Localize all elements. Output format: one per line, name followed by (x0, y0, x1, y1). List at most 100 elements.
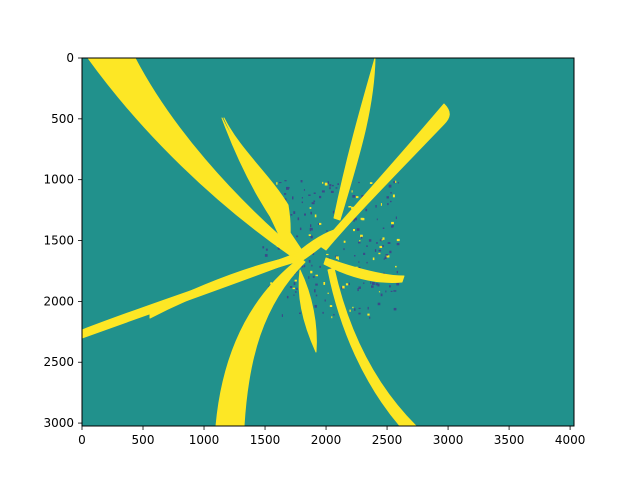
noise-speck (363, 252, 366, 255)
noise-speck (372, 282, 375, 285)
noise-speck (295, 291, 297, 293)
x-tick-label: 2500 (372, 433, 403, 447)
noise-speck (351, 206, 354, 210)
noise-speck (378, 291, 381, 293)
noise-speck (321, 190, 325, 193)
noise-speck (377, 302, 381, 306)
noise-speck (358, 286, 361, 289)
noise-speck (315, 283, 318, 286)
noise-speck (358, 312, 361, 315)
noise-speck (292, 196, 294, 200)
noise-speck (296, 235, 299, 238)
noise-speck (372, 257, 375, 261)
x-tick-label: 3000 (433, 433, 464, 447)
noise-speck (296, 287, 298, 290)
noise-speck (343, 248, 345, 251)
noise-speck (337, 258, 339, 261)
noise-speck (322, 181, 324, 184)
noise-speck (300, 180, 303, 183)
noise-speck (331, 316, 333, 319)
noise-speck (376, 242, 378, 244)
noise-speck (395, 265, 397, 268)
y-tick-label: 1000 (43, 173, 74, 187)
noise-speck (342, 285, 345, 289)
x-tick-label: 2000 (311, 433, 342, 447)
noise-speck (378, 249, 382, 252)
noise-speck (322, 311, 324, 314)
noise-speck (301, 197, 303, 199)
noise-speck (343, 240, 346, 243)
noise-speck (360, 236, 363, 239)
noise-speck (348, 282, 350, 286)
noise-speck (304, 213, 306, 216)
noise-speck (380, 293, 383, 297)
noise-speck (310, 235, 313, 239)
y-tick-label: 0 (66, 51, 74, 65)
noise-speck (335, 187, 338, 189)
leaf-bottom-mid (298, 269, 317, 353)
noise-speck (389, 250, 392, 254)
noise-speck (357, 288, 359, 292)
y-tick-label: 2500 (43, 355, 74, 369)
leaf-upper-mid-left (223, 117, 291, 251)
noise-speck (358, 181, 360, 184)
x-tick-label: 4000 (555, 433, 586, 447)
noise-speck (367, 313, 370, 316)
noise-speck (314, 214, 317, 218)
noise-speck (368, 239, 372, 242)
noise-speck (379, 239, 382, 241)
noise-speck (284, 180, 287, 182)
noise-speck (390, 290, 393, 292)
noise-speck (313, 192, 316, 194)
noise-speck (382, 237, 385, 240)
noise-speck (299, 227, 302, 231)
noise-speck (329, 187, 331, 190)
noise-speck (389, 285, 391, 288)
noise-speck (281, 314, 283, 317)
noise-speck (356, 228, 360, 231)
noise-speck (315, 274, 318, 277)
noise-speck (293, 282, 296, 285)
noise-speck (387, 203, 389, 206)
noise-speck (310, 270, 313, 274)
noise-speck (360, 217, 364, 220)
noise-speck (289, 286, 293, 288)
noise-speck (354, 308, 356, 311)
noise-speck (262, 246, 265, 249)
noise-speck (396, 283, 400, 286)
noise-speck (293, 211, 296, 214)
noise-speck (332, 184, 334, 187)
leaf-bottom-right (327, 267, 417, 426)
noise-speck (292, 287, 295, 290)
noise-speck (328, 257, 330, 259)
noise-speck (358, 261, 360, 263)
noise-speck (319, 222, 322, 225)
noise-speck (327, 292, 329, 294)
noise-speck (337, 183, 339, 185)
noise-speck (383, 258, 385, 260)
noise-speck (324, 182, 328, 186)
noise-speck (349, 309, 351, 312)
noise-speck (384, 256, 387, 259)
noise-speck (304, 264, 306, 268)
noise-speck (379, 245, 383, 248)
y-tick-label: 1500 (43, 234, 74, 248)
noise-speck (352, 306, 354, 309)
noise-speck (332, 210, 335, 214)
noise-speck (324, 299, 326, 302)
noise-speck (277, 247, 280, 250)
noise-speck (381, 239, 383, 241)
noise-speck (276, 182, 278, 185)
noise-speck (390, 192, 392, 194)
leaf-upper-right (319, 103, 450, 251)
noise-speck (310, 211, 312, 215)
noise-speck (388, 184, 392, 188)
x-tick-label: 1000 (189, 433, 220, 447)
y-tick-label: 3000 (43, 416, 74, 430)
noise-speck (308, 260, 311, 263)
noise-speck (353, 218, 355, 222)
x-tick-label: 3500 (494, 433, 525, 447)
noise-speck (335, 256, 339, 259)
noise-speck (354, 217, 357, 221)
